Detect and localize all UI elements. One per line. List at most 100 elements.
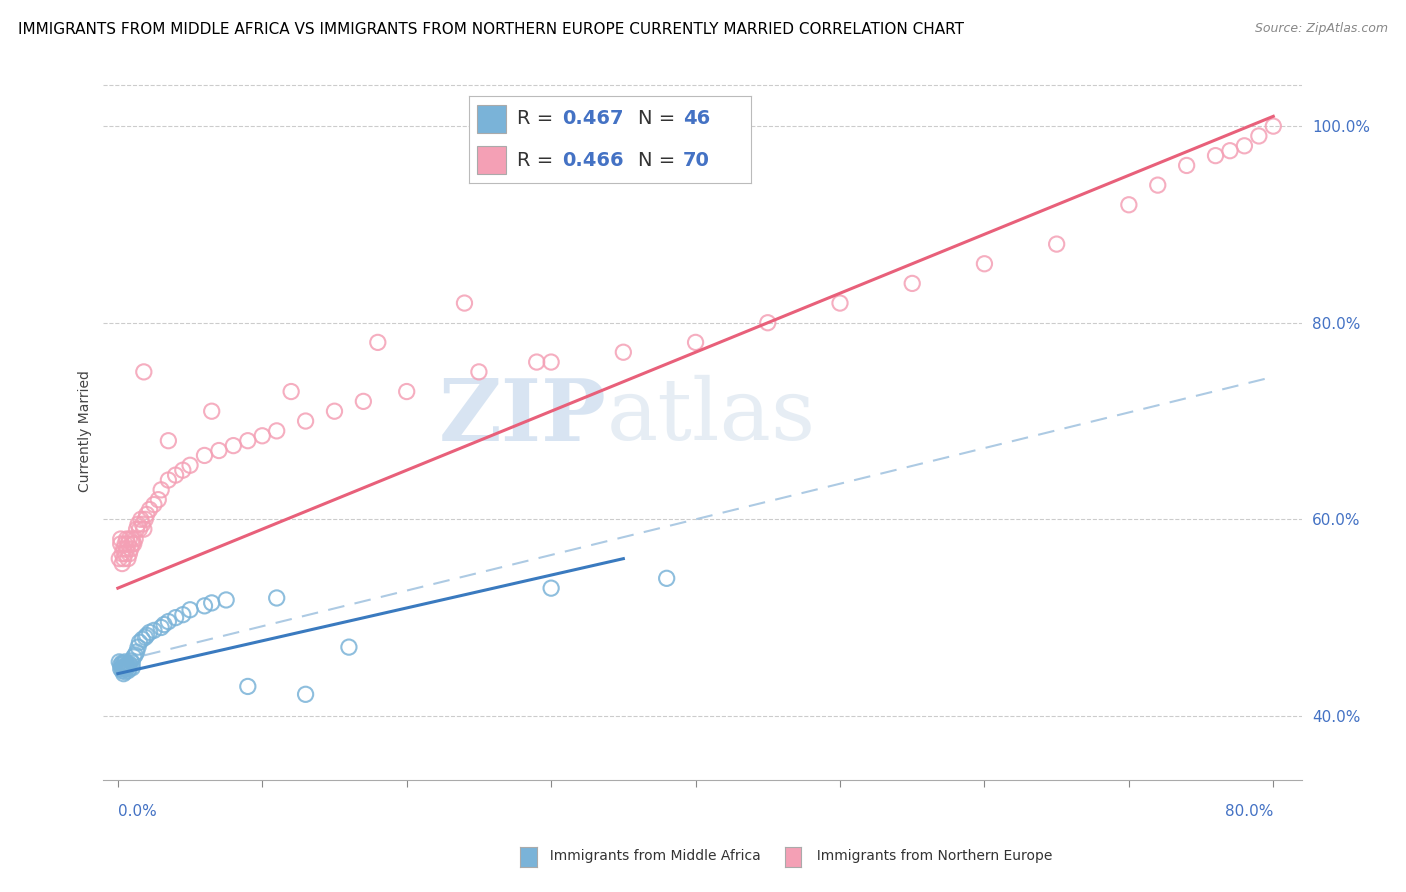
Point (655, 571, 678, 585)
Point (236, 680, 259, 694)
Point (131, 517, 153, 532)
Point (118, 657, 141, 671)
Text: Immigrants from Northern Europe: Immigrants from Northern Europe (808, 849, 1053, 863)
Text: ZIP: ZIP (439, 375, 607, 458)
Point (138, 502, 160, 516)
Point (201, 404, 224, 418)
Point (756, 316, 779, 330)
Point (266, 424, 288, 438)
Point (828, 296, 851, 310)
Point (1146, 178, 1168, 193)
Point (165, 610, 187, 624)
Point (193, 599, 215, 613)
Point (112, 657, 135, 671)
Point (125, 522, 148, 536)
Point (124, 648, 146, 662)
Point (115, 662, 138, 676)
Point (323, 404, 346, 418)
Text: atlas: atlas (607, 376, 815, 458)
Text: 0.0%: 0.0% (118, 805, 156, 820)
Point (134, 512, 156, 526)
Text: Immigrants from Middle Africa: Immigrants from Middle Africa (541, 849, 761, 863)
Point (121, 532, 143, 546)
Point (128, 522, 150, 536)
Point (236, 434, 259, 448)
Point (526, 355, 548, 369)
Point (121, 537, 143, 551)
Point (453, 296, 475, 310)
Point (142, 624, 165, 638)
Point (117, 537, 139, 551)
Point (122, 537, 145, 551)
Point (112, 662, 135, 676)
Point (108, 551, 131, 566)
Point (117, 658, 139, 673)
Point (138, 625, 160, 640)
Point (134, 630, 156, 644)
Point (165, 468, 187, 483)
Point (127, 517, 149, 532)
Point (179, 603, 201, 617)
Y-axis label: Currently Married: Currently Married (79, 370, 93, 491)
Point (121, 661, 143, 675)
Point (201, 596, 224, 610)
Point (150, 483, 173, 497)
Point (1263, 119, 1285, 133)
Point (612, 345, 634, 359)
Point (157, 615, 180, 629)
Point (115, 532, 138, 546)
Point (252, 429, 274, 443)
Point (142, 498, 165, 512)
Point (114, 660, 136, 674)
Point (120, 541, 142, 556)
Point (117, 551, 139, 566)
Text: Source: ZipAtlas.com: Source: ZipAtlas.com (1254, 22, 1388, 36)
Point (124, 532, 146, 546)
Point (118, 547, 141, 561)
Point (111, 656, 134, 670)
Point (132, 522, 155, 536)
Point (157, 434, 180, 448)
Point (172, 607, 194, 622)
Point (1219, 144, 1241, 158)
Point (115, 657, 138, 672)
Point (114, 547, 136, 561)
Point (468, 365, 491, 379)
Point (110, 662, 132, 676)
Point (153, 617, 176, 632)
Point (117, 664, 139, 678)
Point (157, 473, 180, 487)
Text: 80.0%: 80.0% (1225, 805, 1274, 820)
Point (685, 335, 707, 350)
Point (280, 384, 302, 399)
Point (266, 591, 288, 605)
Point (127, 640, 149, 654)
Point (114, 665, 136, 679)
Point (129, 512, 152, 526)
Point (121, 656, 143, 670)
Point (222, 439, 245, 453)
Point (118, 662, 141, 676)
Point (150, 620, 173, 634)
Point (540, 581, 562, 595)
Point (337, 640, 360, 654)
Point (367, 335, 389, 350)
Point (111, 557, 134, 571)
Point (179, 458, 201, 473)
Point (148, 492, 170, 507)
Point (122, 650, 145, 665)
Point (112, 551, 135, 566)
Point (901, 277, 924, 291)
Point (112, 541, 135, 556)
Point (114, 537, 136, 551)
Point (131, 632, 153, 647)
Point (1046, 237, 1069, 252)
Point (193, 449, 215, 463)
Text: IMMIGRANTS FROM MIDDLE AFRICA VS IMMIGRANTS FROM NORTHERN EUROPE CURRENTLY MARRI: IMMIGRANTS FROM MIDDLE AFRICA VS IMMIGRA… (18, 22, 965, 37)
Point (973, 257, 995, 271)
Point (111, 660, 134, 674)
Point (111, 664, 134, 678)
Point (125, 645, 148, 659)
Point (135, 508, 157, 522)
Point (395, 384, 418, 399)
